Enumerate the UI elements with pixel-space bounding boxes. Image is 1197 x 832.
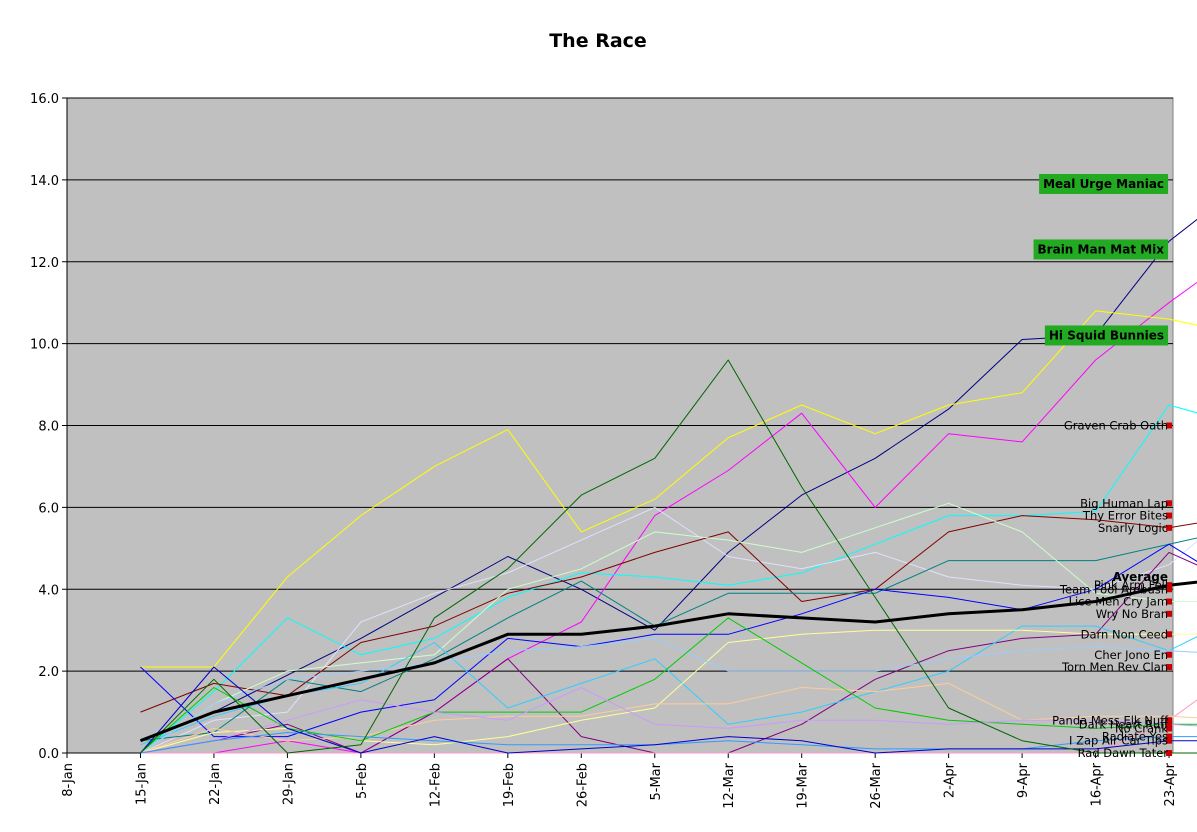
series-label-thy-error-bites: Thy Error Bites <box>1082 509 1168 523</box>
series-line-snarly-logic <box>140 537 1197 742</box>
series-lines <box>139 218 1197 754</box>
series-label-team-fool-ambush: Team Fool Ambush <box>1059 582 1168 596</box>
x-tick-label: 26-Mar <box>869 762 884 808</box>
x-tick-label: 16-Apr <box>1090 762 1105 806</box>
end-marker-cher-jono-en <box>1166 651 1173 658</box>
series-line-no-crank <box>140 687 1197 754</box>
series-line-hi-squid-bunnies <box>140 310 1197 668</box>
series-label-cher-jono-en: Cher Jono En <box>1094 648 1168 662</box>
x-tick-label: 12-Mar <box>722 762 737 808</box>
series-line-i-zap-air-car-tips <box>140 666 1197 754</box>
y-tick-label: 16.0 <box>30 92 59 107</box>
series-label-brain-man-mat-mix: Brain Man Mat Mix <box>1038 242 1165 256</box>
x-tick-label: 2-Apr <box>943 762 958 798</box>
end-marker-torn-men-rev-clan <box>1166 664 1173 671</box>
series-label-hi-squid-bunnies: Hi Squid Bunnies <box>1049 328 1164 342</box>
end-marker-darn-non-ceed <box>1166 631 1173 638</box>
x-tick-label: 15-Jan <box>134 763 149 805</box>
end-marker-dark-heart-ruff <box>1166 721 1173 728</box>
series-end-markers <box>1166 422 1173 756</box>
series-label-dark-heart-ruff: Dark Heart Ruff <box>1079 717 1169 731</box>
series-line-lice-men-cry-jam <box>140 502 1197 754</box>
series-label-graven-crab-oath: Graven Crab Oath <box>1064 419 1168 433</box>
leader-label-meal-urge-maniac: Meal Urge Maniac <box>1039 173 1169 194</box>
y-tick-label: 0.0 <box>38 747 59 762</box>
series-label-rad-dawn-tater: Rad Dawn Tater <box>1078 746 1169 760</box>
series-line-panda-mess-elk-nuff <box>140 682 1197 754</box>
end-marker-wry-no-bran <box>1166 610 1173 617</box>
series-line-radiate-yes <box>140 732 1197 754</box>
x-tick-label: 26-Feb <box>575 763 590 807</box>
end-marker-i-zap-air-car-tips <box>1166 737 1173 744</box>
y-axis: 0.0 2.0 4.0 6.0 8.0 10.0 12.0 14.0 16.0 <box>30 92 68 762</box>
x-tick-label: 19-Mar <box>796 762 811 808</box>
leader-label-brain-man-mat-mix: Brain Man Mat Mix <box>1033 239 1169 260</box>
series-line-average <box>139 580 1197 743</box>
series-label-lice-men-cry-jam: Lice Men Cry Jam <box>1069 595 1168 609</box>
x-tick-label: 19-Feb <box>502 763 517 807</box>
series-label-i-zap-air-car-tips: I Zap Air Car Tips <box>1069 734 1168 748</box>
y-tick-label: 10.0 <box>30 338 59 353</box>
x-axis: 8-Jan 15-Jan 22-Jan 29-Jan 5-Feb 12-Feb 19-Feb… <box>61 752 1178 809</box>
leader-label-bg <box>1039 173 1169 194</box>
leader-label-bg <box>1044 325 1169 346</box>
end-marker-big-human-lap <box>1166 500 1173 507</box>
series-label-no-crank: No Crank <box>1115 721 1168 735</box>
gridlines <box>67 97 1173 672</box>
series-label-wry-no-bran: Wry No Bran <box>1096 607 1168 621</box>
end-marker-thy-error-bites <box>1166 512 1173 519</box>
end-marker-graven-crab-oath <box>1166 422 1173 429</box>
y-tick-label: 4.0 <box>38 583 59 598</box>
leader-label-hi-squid-bunnies: Hi Squid Bunnies <box>1044 325 1169 346</box>
end-marker-rad-dawn-tater <box>1166 750 1173 756</box>
series-line-team-fool-ambush <box>140 543 1197 738</box>
series-label-average: Average <box>1112 570 1168 584</box>
series-label-panda-mess-elk-nuff: Panda Mess Elk Nuff <box>1052 713 1169 727</box>
x-tick-label: 9-Apr <box>1016 762 1031 798</box>
series-line-brain-man-mat-mix <box>140 281 1197 754</box>
leader-label-bg <box>1033 239 1169 260</box>
series-line-torn-men-rev-clan <box>140 699 1197 754</box>
series-label-darn-non-ceed: Darn Non Ceed <box>1081 627 1168 641</box>
y-tick-label: 12.0 <box>30 256 59 271</box>
x-tick-label: 5-Mar <box>649 762 664 800</box>
y-tick-label: 2.0 <box>38 665 59 680</box>
x-tick-label: 23-Apr <box>1163 762 1178 806</box>
series-labels: Meal Urge Maniac Brain Man Mat Mix Hi Squi… <box>1033 173 1169 760</box>
series-label-radiate-yes: Radiate Yes <box>1102 730 1168 744</box>
x-tick-label: 29-Jan <box>281 763 296 805</box>
series-line-rad-dawn-tater <box>140 359 1197 754</box>
series-label-meal-urge-maniac: Meal Urge Maniac <box>1043 177 1164 191</box>
x-tick-label: 12-Feb <box>428 763 443 807</box>
series-label-snarly-logic: Snarly Logic <box>1098 521 1168 535</box>
x-tick-label: 8-Jan <box>61 763 76 797</box>
series-line-wry-no-bran <box>140 625 1197 746</box>
end-marker-panda-mess-elk-nuff <box>1166 717 1173 724</box>
end-marker-radiate-yes <box>1166 733 1173 740</box>
series-label-big-human-lap: Big Human Lap <box>1080 496 1168 510</box>
end-marker-pink-arm-fell <box>1166 582 1173 589</box>
chart-title: The Race <box>549 30 647 52</box>
series-line-thy-error-bites <box>140 515 1197 713</box>
series-label-torn-men-rev-clan: Torn Men Rev Clan <box>1061 660 1168 674</box>
y-tick-label: 14.0 <box>30 174 59 189</box>
x-tick-label: 5-Feb <box>355 763 370 799</box>
end-marker-lice-men-cry-jam <box>1166 598 1173 605</box>
series-line-graven-crab-oath <box>140 404 1197 754</box>
x-tick-label: 22-Jan <box>208 763 223 805</box>
end-marker-snarly-logic <box>1166 524 1173 531</box>
end-marker-team-fool-ambush <box>1166 586 1173 593</box>
y-tick-label: 6.0 <box>38 501 59 516</box>
series-label-pink-arm-fell: Pink Arm Fell <box>1094 578 1168 592</box>
series-line-cher-jono-en <box>140 637 1197 754</box>
y-tick-label: 8.0 <box>38 420 59 435</box>
end-marker-no-crank <box>1166 725 1173 732</box>
